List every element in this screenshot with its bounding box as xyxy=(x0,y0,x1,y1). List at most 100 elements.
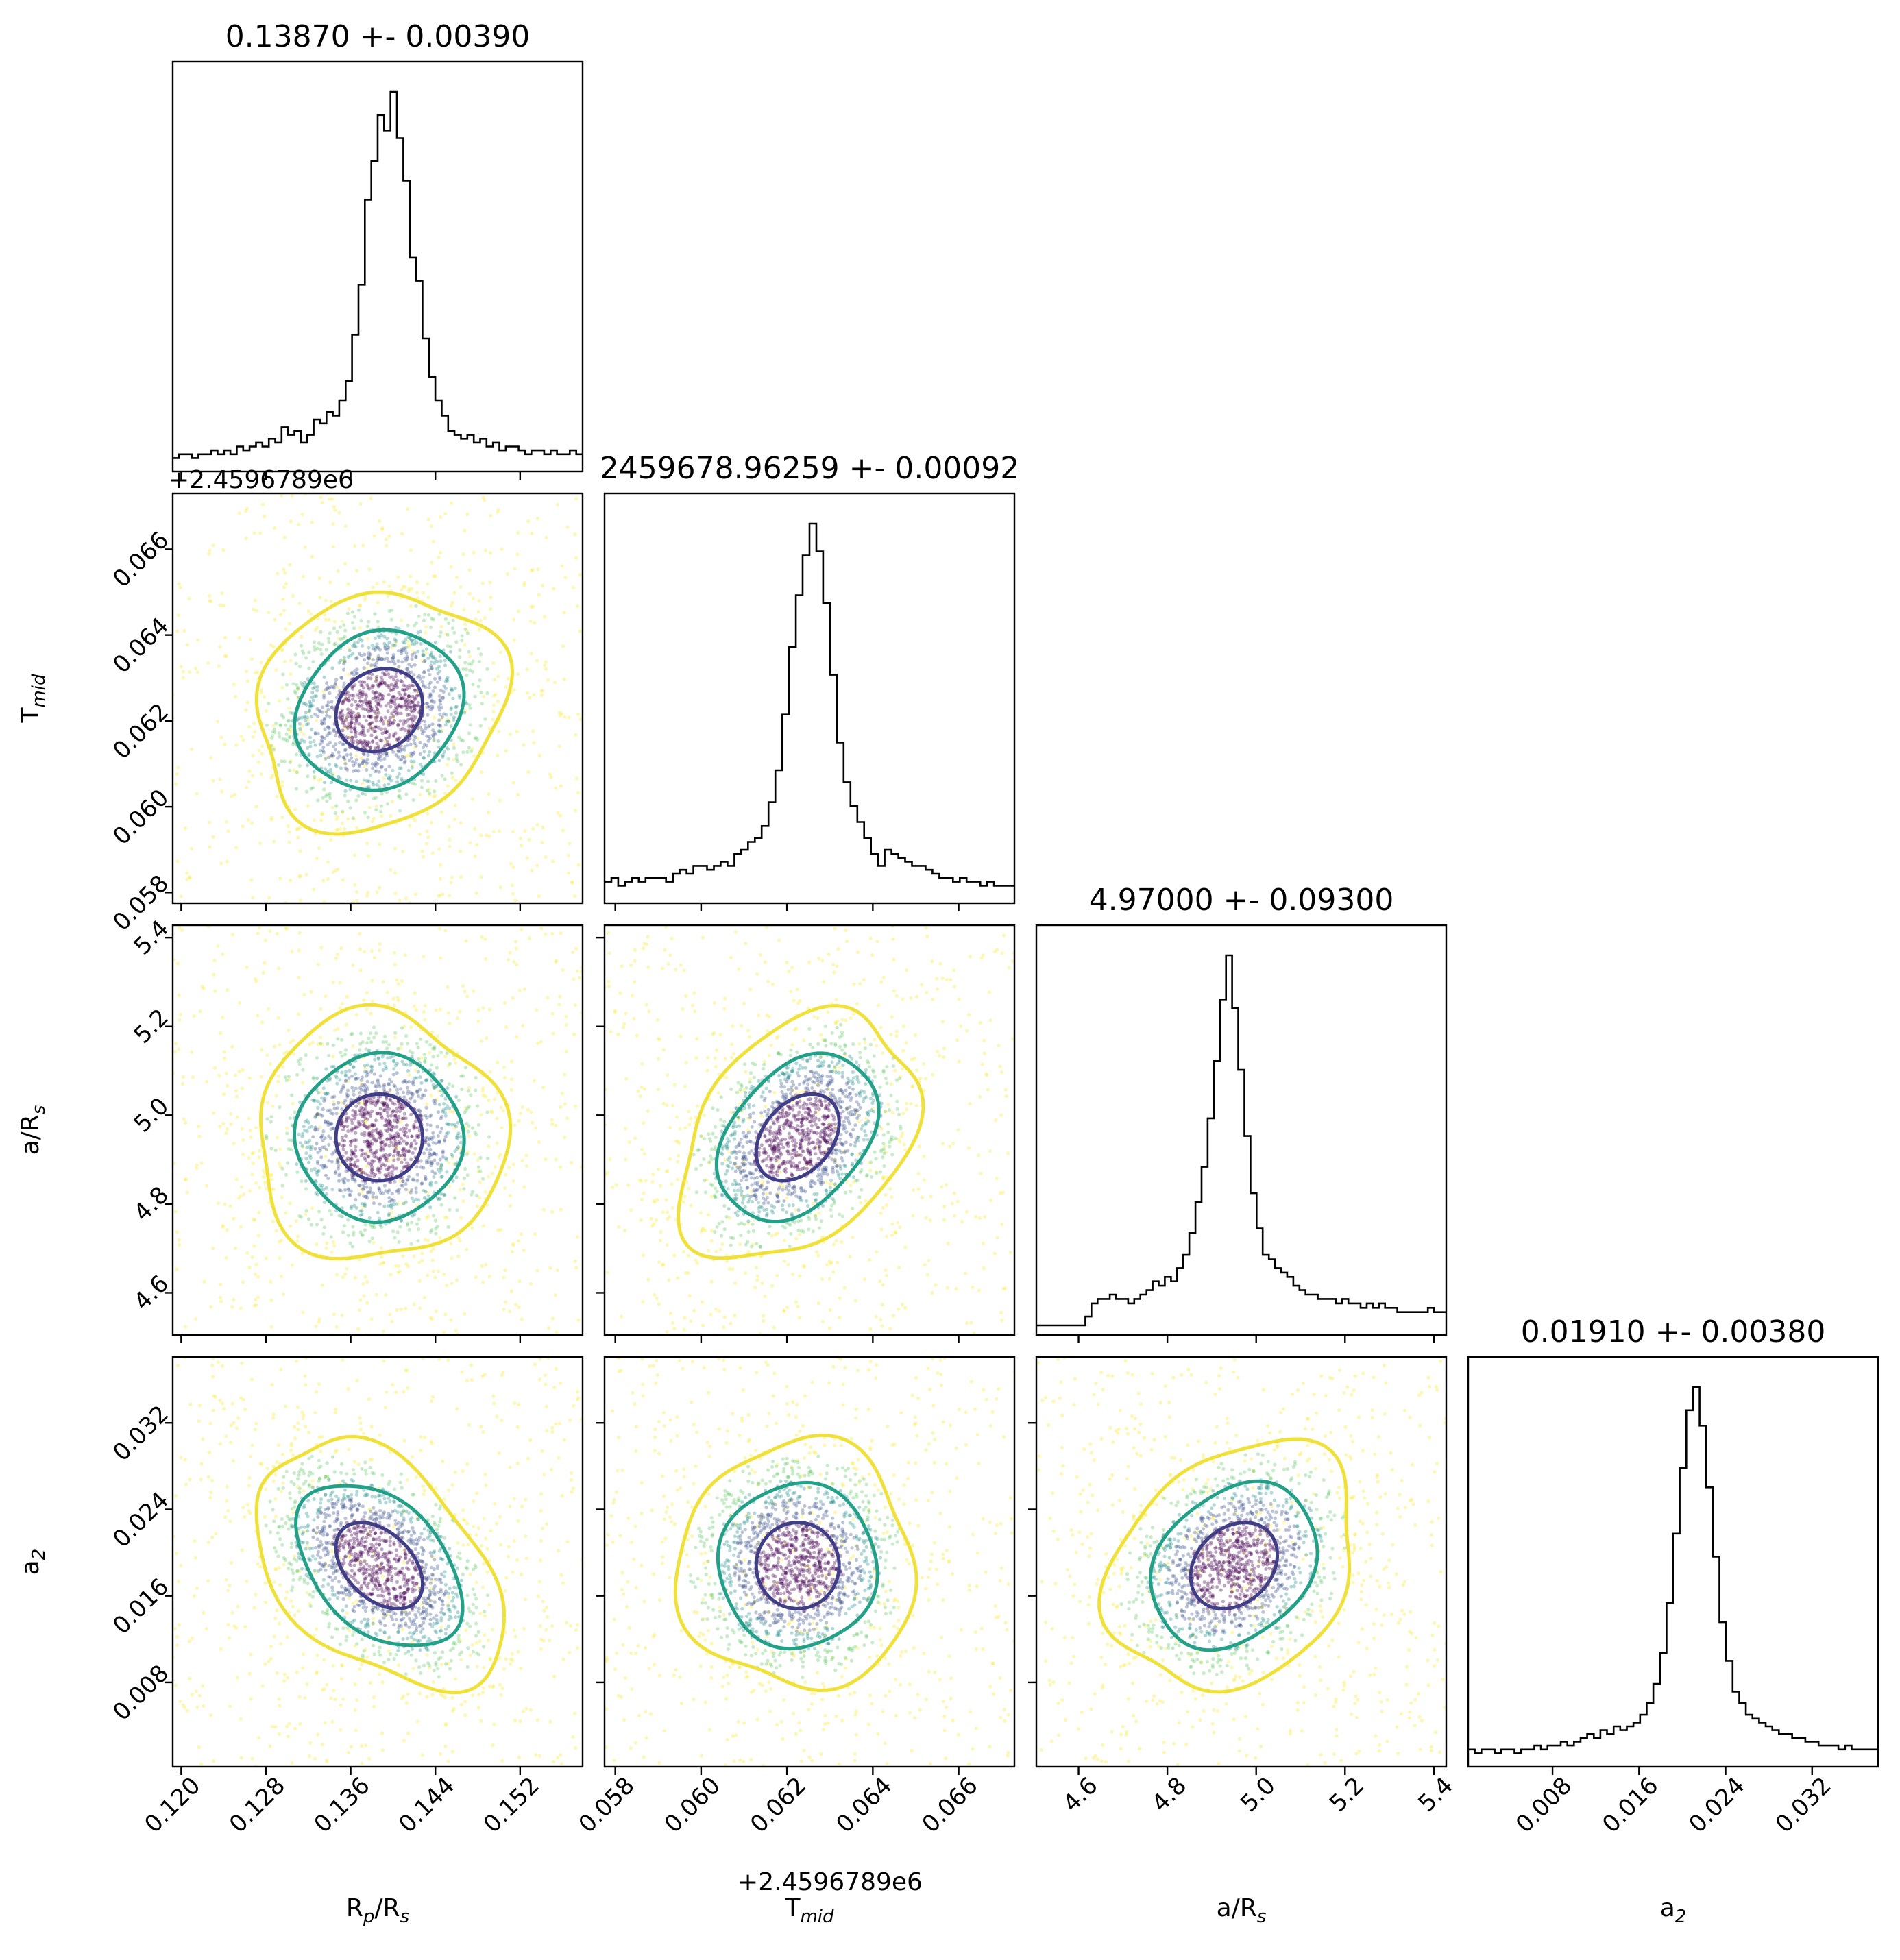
scatter-point xyxy=(520,1159,524,1163)
scatter-point xyxy=(870,1101,875,1105)
scatter-point xyxy=(995,1177,999,1181)
scatter-point xyxy=(285,739,289,743)
scatter-point xyxy=(872,1110,876,1114)
scatter-point xyxy=(395,1071,399,1075)
scatter-point xyxy=(375,783,379,787)
scatter-point xyxy=(256,1234,260,1238)
scatter-point xyxy=(348,1158,352,1162)
scatter-point xyxy=(476,1104,480,1108)
scatter-point xyxy=(420,731,425,736)
scatter-point xyxy=(446,676,450,680)
scatter-point xyxy=(298,849,302,853)
scatter-point xyxy=(414,621,419,625)
scatter-point xyxy=(515,729,519,733)
scatter-point xyxy=(341,1083,345,1088)
scatter-point xyxy=(438,1197,442,1201)
scatter-point xyxy=(839,1133,843,1137)
scatter-point xyxy=(329,771,333,775)
scatter-point xyxy=(328,497,332,501)
scatter-point xyxy=(341,699,346,703)
scatter-point xyxy=(389,1199,393,1203)
scatter-point xyxy=(333,641,337,646)
scatter-point xyxy=(378,682,382,686)
scatter-point xyxy=(369,1161,374,1165)
scatter-point xyxy=(715,1225,719,1229)
scatter-point xyxy=(765,1114,769,1118)
scatter-point xyxy=(319,735,324,739)
scatter-point xyxy=(351,816,355,820)
scatter-point xyxy=(828,1182,832,1186)
scatter-point xyxy=(419,1037,423,1041)
scatter-point xyxy=(450,626,455,630)
scatter-point xyxy=(472,596,476,600)
scatter-point xyxy=(348,787,352,792)
scatter-point xyxy=(510,883,514,887)
scatter-point xyxy=(356,769,361,773)
scatter-point xyxy=(409,1112,413,1116)
scatter-point xyxy=(436,1168,440,1172)
scatter-point xyxy=(362,1123,366,1127)
scatter-point xyxy=(828,1079,832,1083)
scatter-point xyxy=(392,718,396,722)
scatter-point xyxy=(378,657,382,661)
scatter-point xyxy=(271,748,276,752)
scatter-point xyxy=(393,644,397,648)
scatter-point xyxy=(361,728,365,733)
scatter-point xyxy=(376,696,380,700)
scatter-point xyxy=(829,1203,834,1208)
scatter-point xyxy=(330,805,334,809)
scatter-point xyxy=(404,792,409,796)
scatter-point xyxy=(378,1112,382,1116)
scatter-point xyxy=(369,657,373,661)
scatter-point xyxy=(374,736,378,740)
scatter-point xyxy=(220,789,224,794)
scatter-point xyxy=(922,1062,926,1066)
scatter-point xyxy=(925,1273,929,1277)
scatter-point xyxy=(363,950,367,954)
scatter-point xyxy=(254,1181,258,1185)
scatter-point xyxy=(360,1191,364,1195)
scatter-point xyxy=(400,532,404,536)
scatter-point xyxy=(354,1138,358,1142)
scatter-point xyxy=(324,1246,328,1250)
scatter-point xyxy=(385,656,389,661)
scatter-point xyxy=(356,1124,361,1129)
scatter-point xyxy=(467,1086,471,1090)
scatter-point xyxy=(351,741,356,745)
scatter-point xyxy=(324,756,328,760)
scatter-point xyxy=(218,603,222,607)
scatter-point xyxy=(801,1103,805,1107)
scatter-point xyxy=(657,1038,661,1042)
scatter-point xyxy=(375,1138,379,1142)
scatter-point xyxy=(351,652,355,656)
scatter-point xyxy=(400,679,404,684)
scatter-point xyxy=(385,739,390,744)
scatter-point xyxy=(570,881,574,885)
scatter-point xyxy=(760,1182,764,1186)
scatter-point xyxy=(368,726,373,730)
scatter-point xyxy=(393,1114,398,1118)
scatter-point xyxy=(396,1157,400,1162)
scatter-point xyxy=(890,1110,894,1114)
scatter-point xyxy=(413,1147,417,1151)
scatter-point xyxy=(426,596,430,600)
scatter-point xyxy=(392,1166,396,1171)
scatter-point xyxy=(345,1158,349,1162)
scatter-point xyxy=(407,686,411,690)
scatter-point xyxy=(325,681,329,685)
scatter-point xyxy=(367,714,372,718)
scatter-point xyxy=(289,728,293,732)
scatter-point xyxy=(512,688,517,692)
scatter-point xyxy=(288,1224,292,1228)
scatter-point xyxy=(343,628,348,633)
scatter-point xyxy=(362,1101,366,1105)
scatter-point xyxy=(447,1122,451,1126)
scatter-point xyxy=(365,1085,369,1089)
scatter-point xyxy=(350,1074,354,1078)
scatter-point xyxy=(333,683,337,687)
scatter-point xyxy=(321,750,326,755)
scatter-point xyxy=(343,1073,348,1077)
scatter-point xyxy=(724,1179,728,1184)
scatter-point xyxy=(409,639,414,643)
scatter-point xyxy=(370,1142,374,1146)
